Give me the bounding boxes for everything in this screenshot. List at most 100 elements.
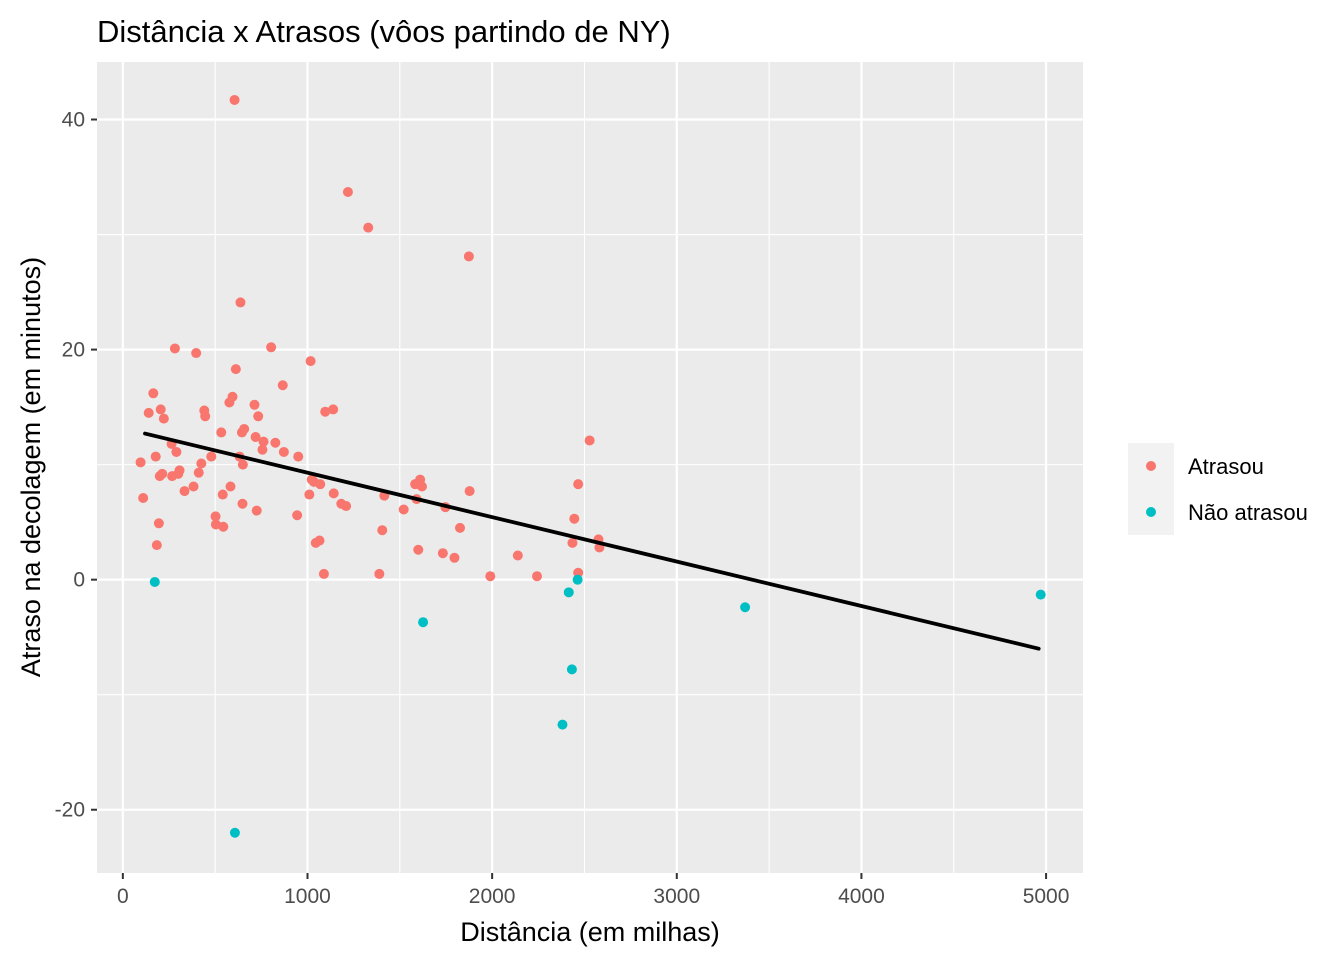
data-point [217, 489, 228, 500]
data-point [151, 540, 162, 551]
chart-title: Distância x Atrasos (vôos partindo de NY… [97, 14, 671, 49]
data-point [320, 406, 331, 417]
x-tick-label: 5000 [1023, 885, 1070, 908]
x-axis-title: Distância (em milhas) [460, 917, 720, 947]
data-point [171, 446, 182, 457]
data-point [188, 481, 199, 492]
x-tick-label: 1000 [284, 885, 331, 908]
x-tick-label: 2000 [469, 885, 516, 908]
data-point [512, 550, 523, 561]
data-point [328, 404, 339, 415]
data-point [237, 459, 248, 470]
data-point [174, 465, 185, 476]
data-point [449, 552, 460, 563]
data-point [573, 479, 584, 490]
data-point [572, 574, 583, 585]
data-point [377, 525, 388, 536]
data-point [341, 501, 352, 512]
data-point [218, 521, 229, 532]
x-tick-label: 0 [117, 885, 129, 908]
data-point [257, 444, 268, 455]
data-point [179, 486, 190, 497]
data-point [437, 548, 448, 559]
plot-panel: 0 1000 2000 3000 4000 5000 -20 0 20 40 [55, 62, 1083, 908]
data-point [532, 571, 543, 582]
data-point [374, 568, 385, 579]
data-point [150, 451, 161, 462]
data-point [463, 251, 474, 262]
data-point [292, 510, 303, 521]
data-point [740, 602, 751, 613]
data-point [416, 481, 427, 492]
y-tick-label: 0 [73, 569, 85, 592]
data-point [230, 364, 241, 375]
data-point [196, 458, 207, 469]
data-point [157, 468, 168, 479]
data-point [315, 479, 326, 490]
y-axis-title: Atraso na decolagem (em minutos) [16, 257, 46, 677]
x-tick-label: 4000 [838, 885, 885, 908]
trend-line [143, 431, 1041, 651]
data-point [413, 544, 424, 555]
data-point [155, 404, 166, 415]
data-point [328, 488, 339, 499]
data-point [143, 407, 154, 418]
y-tick-label: 40 [62, 109, 85, 132]
data-point [314, 535, 325, 546]
data-point [584, 435, 595, 446]
data-point [278, 446, 289, 457]
data-point [398, 504, 409, 515]
data-point [1035, 589, 1046, 600]
data-point [225, 481, 236, 492]
legend-key-marker [1146, 461, 1156, 471]
data-point [153, 518, 164, 529]
data-point [464, 486, 475, 497]
y-tick-label: 20 [62, 339, 85, 362]
data-point [191, 348, 202, 359]
data-point [418, 617, 429, 628]
data-point [148, 388, 159, 399]
data-point [235, 297, 246, 308]
data-point [169, 343, 180, 354]
data-point [318, 568, 329, 579]
data-point [557, 719, 568, 730]
data-point [258, 436, 269, 447]
data-point [485, 571, 496, 582]
plot-background [97, 62, 1083, 873]
data-point [567, 537, 578, 548]
data-point [250, 432, 261, 443]
data-point [229, 827, 240, 838]
legend-key-marker [1146, 507, 1156, 517]
data-point [200, 411, 211, 422]
data-point [237, 498, 248, 509]
data-point [342, 186, 353, 197]
data-point [251, 505, 262, 516]
data-point [239, 423, 250, 434]
data-point [249, 399, 260, 410]
data-point [266, 342, 277, 353]
data-point [229, 94, 240, 105]
data-point [216, 427, 227, 438]
data-point [363, 222, 374, 233]
data-point [293, 451, 304, 462]
data-point [210, 511, 221, 522]
legend-label: Atrasou [1188, 454, 1264, 479]
data-point [227, 391, 238, 402]
data-point [563, 587, 574, 598]
y-tick-label: -20 [55, 799, 85, 822]
data-point [138, 492, 149, 503]
legend-label: Não atrasou [1188, 500, 1308, 525]
data-point [305, 356, 316, 367]
legend: Atrasou Não atrasou [1128, 443, 1308, 535]
data-point [253, 411, 264, 422]
data-point [149, 576, 160, 587]
data-point [455, 522, 466, 533]
data-point [135, 457, 146, 468]
data-point [566, 664, 577, 675]
data-point [277, 380, 288, 391]
data-point [158, 413, 169, 424]
data-point [193, 467, 204, 478]
data-point [206, 451, 217, 462]
data-point [304, 489, 315, 500]
